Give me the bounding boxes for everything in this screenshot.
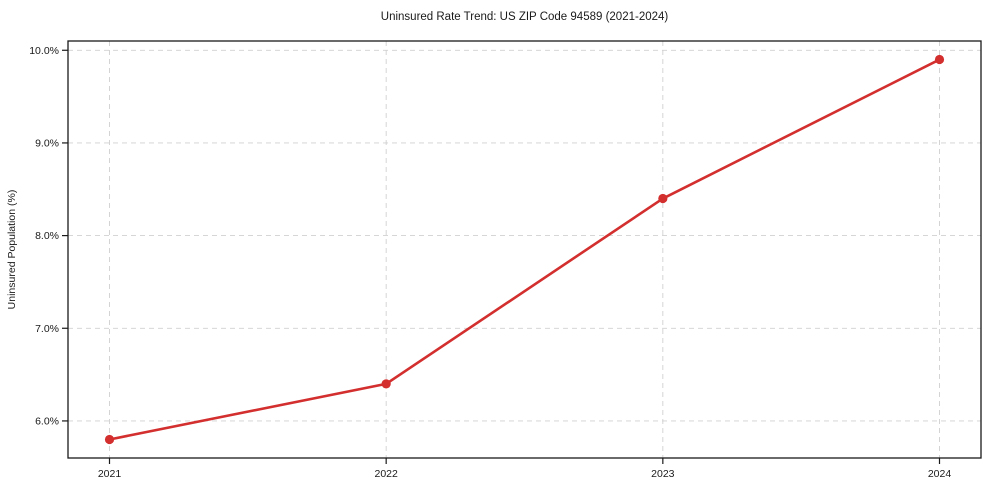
data-point xyxy=(934,54,945,65)
data-point xyxy=(658,193,668,204)
x-tick-label: 2023 xyxy=(651,468,675,480)
axis-ticks: 6.0% 7.0% 8.0% 9.0% 10.0% 2021 2022 2023 2024 xyxy=(29,45,951,480)
x-tick-label: 2022 xyxy=(374,468,398,480)
plot-border xyxy=(67,40,982,459)
y-tick-label: 6.0% xyxy=(35,416,59,428)
gridlines xyxy=(68,41,981,458)
x-tick-label: 2021 xyxy=(98,468,122,480)
y-tick-label: 8.0% xyxy=(35,230,59,242)
y-tick-label: 9.0% xyxy=(35,138,59,150)
trend-line xyxy=(108,58,941,441)
chart-title: Uninsured Rate Trend: US ZIP Code 94589 … xyxy=(381,11,669,23)
data-point xyxy=(381,379,391,389)
plot-area-border xyxy=(67,40,982,459)
data-point xyxy=(104,434,115,445)
x-tick-label: 2024 xyxy=(928,468,952,480)
y-tick-label: 7.0% xyxy=(35,323,59,335)
y-axis-label: Uninsured Population (%) xyxy=(6,190,18,310)
trend-line-series xyxy=(104,54,945,445)
y-tick-label: 10.0% xyxy=(29,45,59,57)
